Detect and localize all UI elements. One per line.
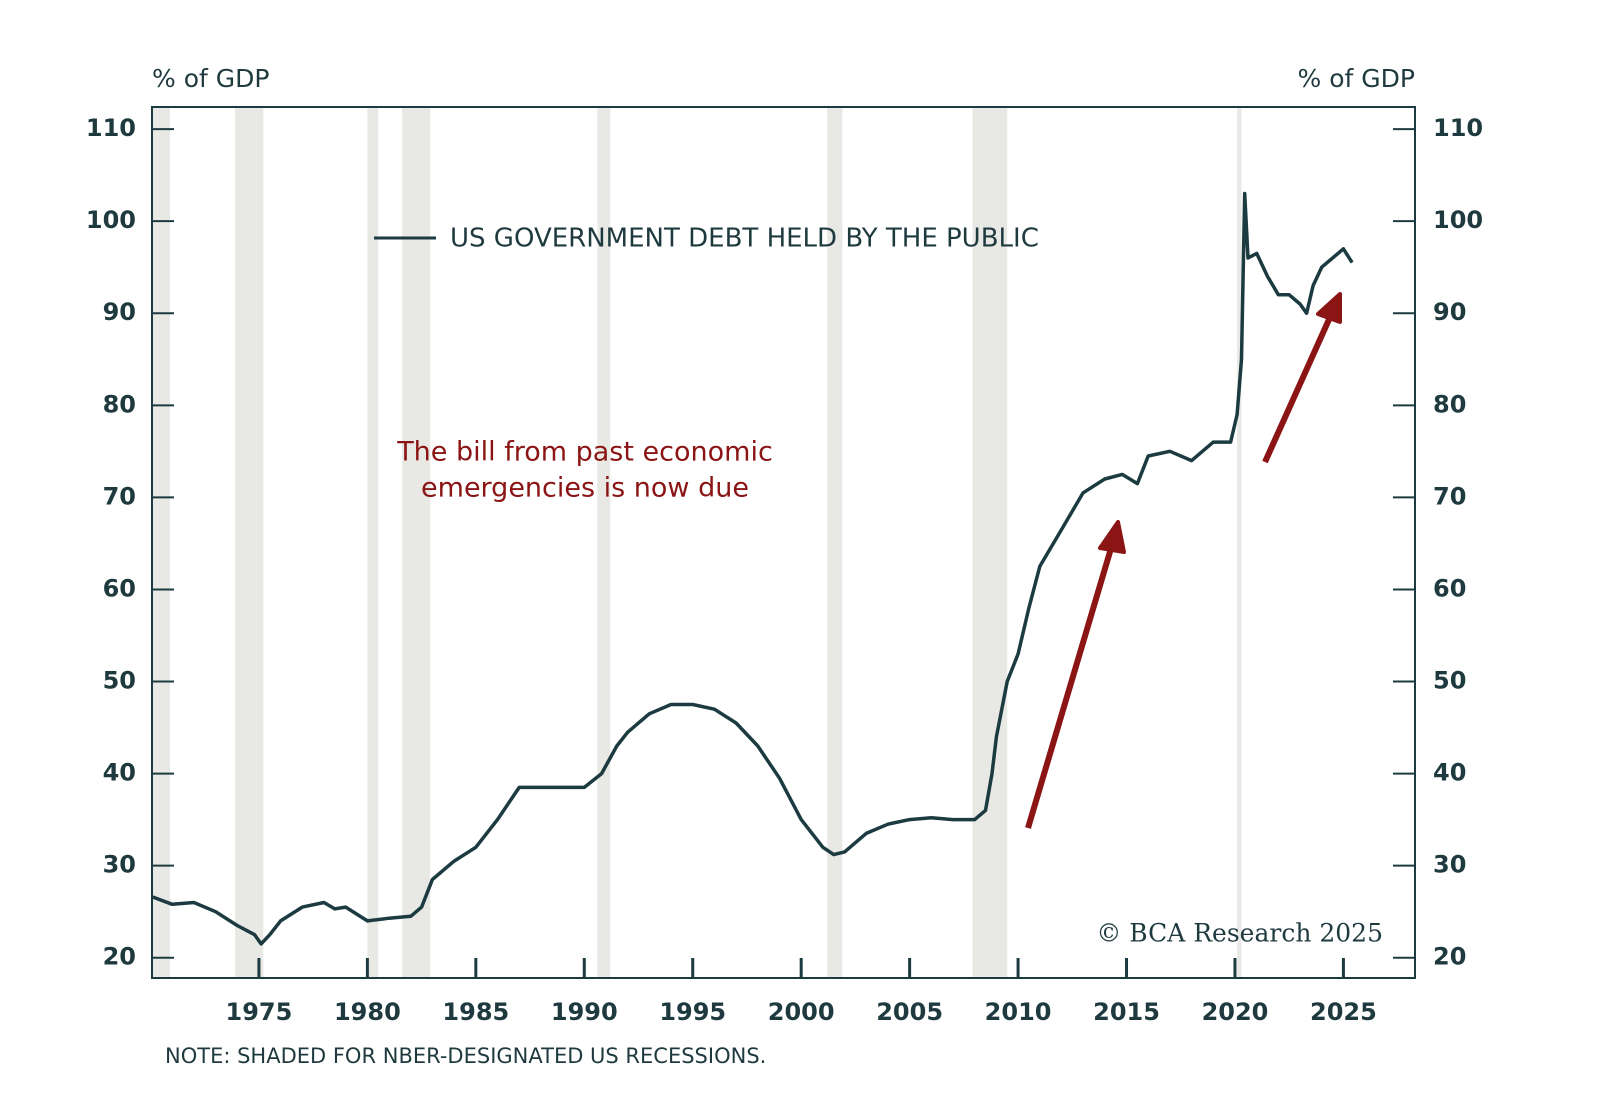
recession-band (152, 107, 171, 978)
y-tick-label: 110 (86, 114, 136, 142)
y2-tick-label: 50 (1433, 667, 1466, 695)
y-tick-label: 100 (86, 206, 136, 234)
annotation: The bill from past economic (396, 437, 773, 468)
y2-tick-label: 90 (1433, 298, 1466, 326)
y2-tick-label: 40 (1433, 759, 1466, 787)
y-tick-label: 20 (103, 943, 136, 971)
y-tick-label: 60 (103, 574, 136, 602)
y2-tick-label: 80 (1433, 390, 1466, 418)
recession-band (827, 107, 843, 978)
x-tick-label: 1990 (551, 998, 618, 1026)
arrow (1262, 292, 1342, 464)
x-tick-label: 1995 (659, 998, 726, 1026)
x-tick-label: 1975 (226, 998, 293, 1026)
y2-tick-label: 20 (1433, 943, 1466, 971)
x-tick-label: 2000 (768, 998, 835, 1026)
annotation: emergencies is now due (421, 473, 749, 504)
data-line (152, 191, 1354, 946)
y2-tick-label: 110 (1433, 114, 1483, 142)
y2-axis-label: % of GDP (1298, 64, 1415, 93)
y2-tick-label: 60 (1433, 574, 1466, 602)
recession-band (367, 107, 379, 978)
y2-tick-label: 100 (1433, 206, 1483, 234)
y-tick-label: 90 (103, 298, 136, 326)
y-tick-label: 50 (103, 667, 136, 695)
arrow (1025, 520, 1126, 829)
y-tick-label: 40 (103, 759, 136, 787)
x-tick-label: 2025 (1310, 998, 1377, 1026)
y-tick-label: 80 (103, 390, 136, 418)
plot-frame (151, 106, 1416, 979)
note: NOTE: SHADED FOR NBER-DESIGNATED US RECE… (165, 1044, 766, 1068)
legend-label: US GOVERNMENT DEBT HELD BY THE PUBLIC (450, 224, 1039, 254)
x-tick-label: 1980 (334, 998, 401, 1026)
x-tick-label: 2010 (985, 998, 1052, 1026)
y-tick-label: 70 (103, 482, 136, 510)
x-tick-label: 2020 (1202, 998, 1269, 1026)
source: © BCA Research 2025 (1096, 919, 1383, 948)
y2-tick-label: 30 (1433, 851, 1466, 879)
y-tick-label: 30 (103, 851, 136, 879)
x-tick-label: 1985 (442, 998, 509, 1026)
y2-tick-label: 70 (1433, 482, 1466, 510)
recession-band (235, 107, 264, 978)
y-axis-label: % of GDP (152, 64, 269, 93)
recession-band (972, 107, 1008, 978)
x-tick-label: 2015 (1093, 998, 1160, 1026)
recession-band (402, 107, 431, 978)
recession-band (1237, 107, 1242, 978)
x-tick-label: 2005 (876, 998, 943, 1026)
